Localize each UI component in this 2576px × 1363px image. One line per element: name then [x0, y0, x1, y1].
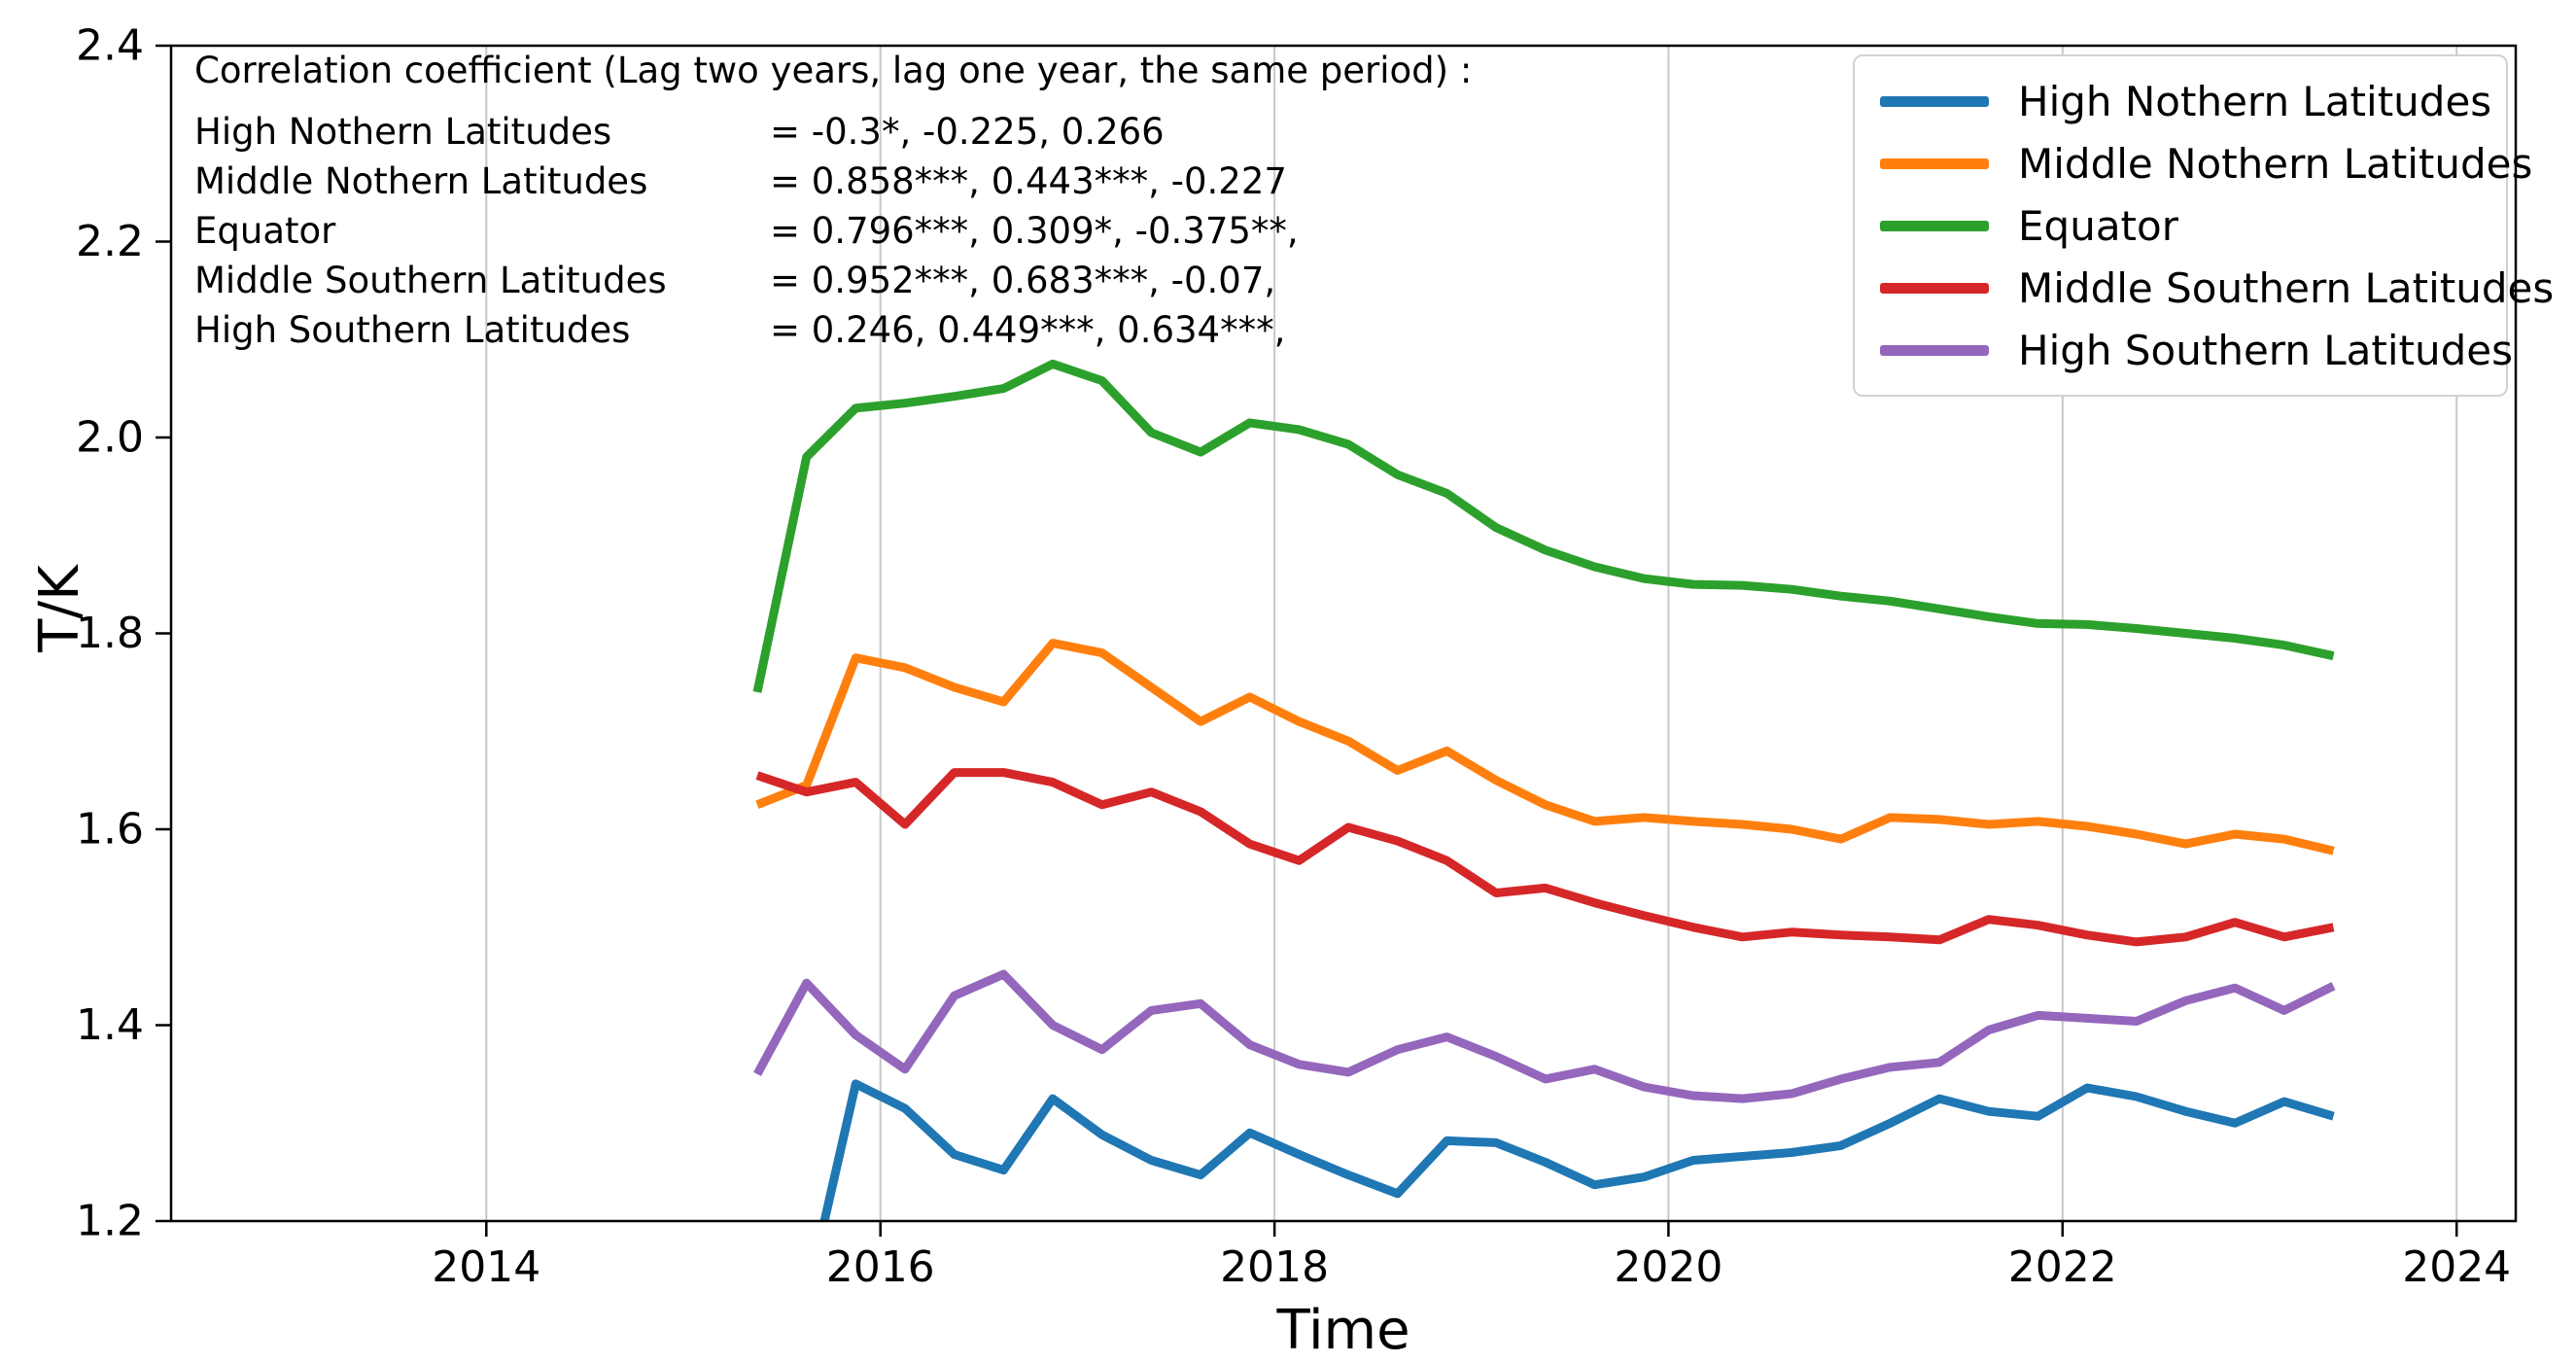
annotation-row-high-southern: High Southern Latitudes = 0.246, 0.449**… [194, 305, 1472, 355]
series-line-middle-nothern-latitudes [755, 639, 2335, 856]
legend: High Nothern Latitudes Middle Nothern La… [1853, 54, 2554, 397]
legend-item-high-southern-latitudes: High Southern Latitudes [1880, 327, 2513, 374]
x-tick-label-2018: 2018 [1220, 1242, 1329, 1292]
annotation-row-value: = -0.3*, -0.225, 0.266 [770, 111, 1165, 153]
legend-label: High Southern Latitudes [2018, 326, 2514, 374]
annotation-title: Correlation coefficient (Lag two years, … [194, 50, 1473, 91]
annotation-row-middle-nothern: Middle Nothern Latitudes = 0.858***, 0.4… [194, 157, 1472, 206]
annotation-row-label: Equator [194, 210, 336, 252]
legend-item-high-nothern-latitudes: High Nothern Latitudes [1880, 78, 2506, 125]
x-tick-label-2020: 2020 [1614, 1242, 1723, 1292]
y-tick-label-2.2: 2.2 [76, 217, 144, 266]
legend-item-middle-southern-latitudes: Middle Southern Latitudes [1880, 264, 2554, 312]
legend-swatch-blue [1880, 95, 1989, 107]
y-tick-label-1.8: 1.8 [76, 609, 144, 658]
legend-swatch-orange [1880, 157, 1989, 169]
annotation-row-high-nothern: High Nothern Latitudes = -0.3*, -0.225, … [194, 107, 1472, 157]
annotation-row-value: = 0.858***, 0.443***, -0.227 [770, 160, 1287, 202]
legend-label: Middle Nothern Latitudes [2018, 139, 2533, 188]
annotation-row-label: Middle Southern Latitudes [194, 260, 667, 301]
legend-label: High Nothern Latitudes [2018, 77, 2492, 125]
series-line-equator [752, 359, 2335, 693]
annotation-row-label: Middle Nothern Latitudes [194, 160, 648, 202]
legend-item-middle-nothern-latitudes: Middle Nothern Latitudes [1880, 140, 2532, 188]
series-line-middle-southern-latitudes [755, 768, 2335, 947]
annotation-row-middle-southern: Middle Southern Latitudes = 0.952***, 0.… [194, 256, 1472, 305]
legend-swatch-purple [1880, 344, 1989, 356]
series-line-high-southern-latitudes [753, 969, 2336, 1103]
legend-label: Equator [2018, 201, 2178, 250]
y-tick-label-2.4: 2.4 [76, 21, 144, 71]
annotation-row-label: High Southern Latitudes [194, 309, 631, 351]
x-tick-label-2016: 2016 [826, 1242, 935, 1292]
x-tick-label-2022: 2022 [2008, 1242, 2117, 1292]
legend-item-equator: Equator [1880, 202, 2506, 250]
y-tick-label-1.2: 1.2 [76, 1197, 144, 1246]
y-axis-label: T/K [28, 565, 91, 652]
legend-label: Middle Southern Latitudes [2018, 263, 2555, 312]
legend-swatch-green [1880, 220, 1989, 231]
annotation-row-label: High Nothern Latitudes [194, 111, 612, 153]
y-tick-label-2: 2.0 [76, 413, 144, 463]
x-axis-label: Time [1276, 1299, 1410, 1362]
y-tick-label-1.4: 1.4 [76, 1000, 144, 1050]
annotation-row-value: = 0.952***, 0.683***, -0.07, [770, 260, 1276, 301]
annotation-row-value: = 0.796***, 0.309*, -0.375**, [770, 210, 1299, 252]
y-tick-label-1.6: 1.6 [76, 805, 144, 855]
x-tick-label-2024: 2024 [2402, 1242, 2511, 1292]
annotation-row-value: = 0.246, 0.449***, 0.634***, [770, 309, 1286, 351]
series-line-high-nothern-latitudes [819, 1079, 2335, 1221]
x-tick-label-2014: 2014 [432, 1242, 540, 1292]
annotation-row-equator: Equator = 0.796***, 0.309*, -0.375**, [194, 206, 1472, 256]
correlation-annotation: Correlation coefficient (Lag two years, … [194, 49, 1472, 355]
legend-swatch-red [1880, 282, 1989, 294]
annotation-rows: High Nothern Latitudes = -0.3*, -0.225, … [194, 107, 1472, 355]
